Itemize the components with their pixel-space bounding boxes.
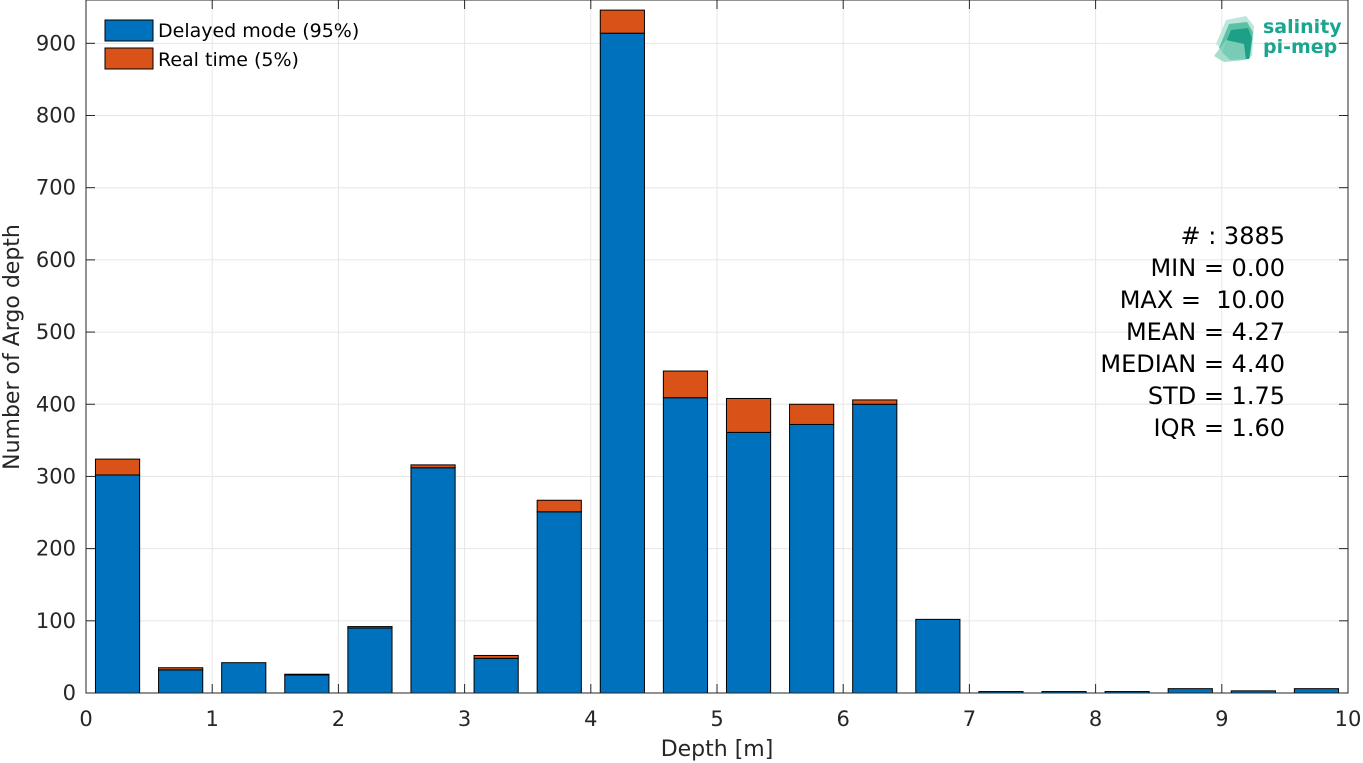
y-tick-label: 400 — [36, 392, 76, 416]
bar-real-time — [536, 499, 582, 513]
bar-delayed-mode — [158, 669, 204, 694]
y-axis-label: Number of Argo depth — [0, 224, 25, 470]
bar-delayed-mode — [662, 397, 709, 694]
bar-real-time — [94, 458, 141, 476]
y-tick-label: 800 — [36, 104, 76, 128]
bar-real-time — [599, 9, 645, 34]
stats-count: # : 3885 — [1180, 222, 1285, 250]
bar-delayed-mode — [599, 32, 645, 694]
x-tick-label: 4 — [584, 707, 597, 731]
y-tick-label: 100 — [36, 609, 76, 633]
x-tick-label: 3 — [458, 707, 471, 731]
bar-delayed-mode — [284, 674, 330, 694]
bar-delayed-mode — [410, 467, 456, 694]
x-tick-label: 5 — [710, 707, 723, 731]
stats-iqr: IQR = 1.60 — [1154, 414, 1285, 442]
y-tick-label: 700 — [36, 176, 76, 200]
y-tick-label: 0 — [63, 681, 76, 705]
x-tick-label: 2 — [332, 707, 345, 731]
bar-real-time — [725, 397, 772, 433]
bar-real-time — [789, 403, 835, 425]
x-tick-label: 10 — [1335, 707, 1362, 731]
y-tick-label: 200 — [36, 537, 76, 561]
bar-delayed-mode — [94, 474, 141, 694]
bar-delayed-mode — [536, 511, 582, 694]
y-tick-label: 300 — [36, 464, 76, 488]
wave-logo-icon — [1214, 16, 1254, 62]
bar-real-time — [852, 399, 898, 405]
logo-text-line1: salinity — [1263, 16, 1342, 38]
bar-delayed-mode — [221, 662, 267, 694]
x-tick-label: 1 — [206, 707, 219, 731]
x-tick-label: 7 — [963, 707, 976, 731]
bar-delayed-mode — [915, 618, 961, 694]
x-tick-label: 9 — [1215, 707, 1228, 731]
x-axis-label: Depth [m] — [661, 737, 774, 762]
stats-max: MAX = 10.00 — [1120, 286, 1285, 314]
bar-real-time — [347, 626, 393, 629]
stats-min: MIN = 0.00 — [1150, 254, 1285, 282]
bar-delayed-mode — [1167, 688, 1213, 694]
bar-delayed-mode — [473, 657, 519, 694]
y-tick-label: 900 — [36, 31, 76, 55]
legend: Delayed mode (95%) Real time (5%) — [104, 19, 359, 71]
logo-text-line2: pi-mep — [1263, 36, 1337, 58]
stats-mean: MEAN = 4.27 — [1126, 318, 1285, 346]
salinity-pi-mep-logo: salinity pi-mep — [1214, 16, 1342, 62]
stats-annotation: # : 3885 MIN = 0.00 MAX = 10.00 MEAN = 4… — [1100, 222, 1285, 442]
bar-real-time — [662, 370, 709, 399]
bar-real-time — [473, 654, 519, 659]
x-tick-label: 8 — [1089, 707, 1102, 731]
legend-swatch-delayed-mode — [104, 19, 154, 42]
y-tick-label: 500 — [36, 320, 76, 344]
legend-swatch-real-time — [104, 47, 154, 70]
x-tick-label: 6 — [837, 707, 850, 731]
bar-delayed-mode — [1293, 688, 1340, 694]
bar-delayed-mode — [789, 423, 835, 694]
legend-label-delayed-mode: Delayed mode (95%) — [158, 20, 359, 42]
bar-real-time — [158, 667, 204, 671]
stats-median: MEDIAN = 4.40 — [1100, 350, 1285, 378]
bar-delayed-mode — [725, 431, 772, 694]
x-tick-label: 0 — [79, 707, 92, 731]
stats-std: STD = 1.75 — [1148, 382, 1285, 410]
y-tick-label: 600 — [36, 248, 76, 272]
grid-lines — [86, 0, 1348, 693]
bar-delayed-mode — [347, 627, 393, 694]
bar-real-time — [284, 673, 330, 676]
bar-delayed-mode — [852, 403, 898, 694]
legend-label-real-time: Real time (5%) — [158, 49, 299, 71]
bar-real-time — [410, 464, 456, 469]
